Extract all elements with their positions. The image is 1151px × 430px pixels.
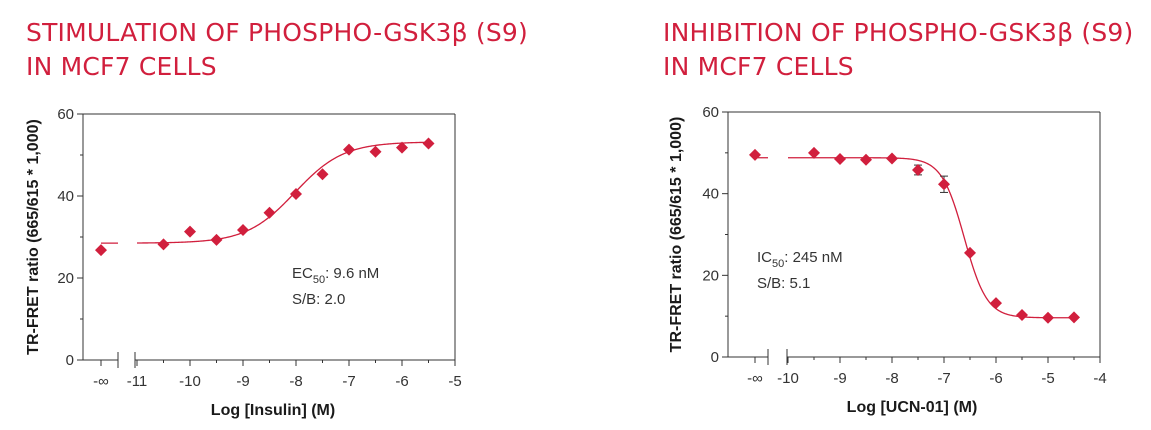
x-tick-label: -10 — [179, 373, 201, 390]
chart-title-left: STIMULATION OF PHOSPHO-GSK3β (S9) IN MCF… — [26, 16, 528, 84]
data-point — [1068, 311, 1080, 324]
y-tick-label: 40 — [702, 186, 719, 203]
data-point — [316, 168, 329, 181]
chart-title-right: INHIBITION OF PHOSPHO-GSK3β (S9) IN MCF7… — [663, 16, 1133, 84]
data-point — [237, 224, 249, 237]
fit-parameter-name: IC — [757, 249, 772, 266]
x-tick-label: -5 — [448, 373, 461, 390]
data-point — [1016, 308, 1028, 321]
x-tick-label: -8 — [885, 370, 898, 387]
fit-parameter-value: : 9.6 nM — [325, 265, 379, 282]
x-tick-label: -9 — [236, 373, 249, 390]
data-point — [210, 233, 223, 246]
y-axis-label: TR-FRET ratio (665/615 * 1,000) — [25, 119, 42, 355]
data-point — [860, 153, 872, 166]
x-tick-label: -8 — [289, 373, 302, 390]
fit-parameter-label: IC50: 245 nM — [757, 249, 843, 270]
y-tick-label: 0 — [711, 349, 719, 366]
data-point — [369, 145, 382, 158]
y-tick-label: 20 — [57, 270, 74, 287]
data-point — [808, 146, 820, 159]
x-tick-label: -6 — [989, 370, 1002, 387]
y-tick-label: 40 — [57, 188, 74, 205]
chart-left: 0 20 40 60 -11 -10 -9 -8 -7 -6 -5 -∞ Log [Insulin] (… — [25, 106, 462, 419]
y-tick-label: 60 — [702, 104, 719, 121]
data-point — [834, 152, 846, 165]
x-tick-label: -4 — [1093, 370, 1106, 387]
data-point — [422, 137, 435, 150]
signal-to-background-label: S/B: 2.0 — [292, 291, 345, 308]
data-point — [990, 297, 1002, 310]
data-point — [1042, 311, 1054, 324]
x-tick-label-zero: -∞ — [93, 373, 109, 390]
fit-parameter-subscript: 50 — [313, 274, 325, 286]
fit-parameter-name: EC — [292, 265, 313, 282]
data-point — [938, 178, 950, 191]
chart-title-right-line2: IN MCF7 CELLS — [663, 52, 854, 81]
data-point — [290, 187, 302, 200]
chart-right: 0 20 40 60 -10 -9 -8 -7 -6 -5 -4 -∞ Log [UCN-01] (M)… — [668, 104, 1107, 416]
x-tick-label: -10 — [777, 370, 799, 387]
data-point — [184, 225, 196, 238]
x-tick-label: -7 — [342, 373, 355, 390]
data-point — [157, 238, 170, 251]
y-axis-label: TR-FRET ratio (665/615 * 1,000) — [668, 117, 685, 353]
x-axis-label: Log [Insulin] (M) — [211, 402, 335, 419]
x-tick-label: -6 — [395, 373, 408, 390]
x-tick-label: -9 — [833, 370, 846, 387]
x-tick-label: -11 — [127, 373, 148, 390]
chart-title-left-line2: IN MCF7 CELLS — [26, 52, 217, 81]
y-tick-label: 60 — [57, 106, 74, 123]
chart-title-right-line1: INHIBITION OF PHOSPHO-GSK3β (S9) — [663, 18, 1134, 47]
x-tick-label-zero: -∞ — [747, 370, 763, 387]
signal-to-background-label: S/B: 5.1 — [757, 275, 810, 292]
fitted-curve — [101, 141, 429, 244]
chart-title-left-line1: STIMULATION OF PHOSPHO-GSK3β (S9) — [26, 18, 528, 47]
fit-parameter-value: : 245 nM — [784, 249, 842, 266]
fit-parameter-label: EC50: 9.6 nM — [292, 265, 379, 286]
x-tick-label: -5 — [1041, 370, 1054, 387]
fit-parameter-subscript: 50 — [772, 258, 784, 270]
fitted-curve — [755, 157, 1074, 319]
x-axis-label: Log [UCN-01] (M) — [847, 399, 978, 416]
data-point — [396, 141, 408, 154]
data-point-zero — [749, 148, 761, 161]
y-tick-label: 0 — [66, 352, 74, 369]
y-tick-label: 20 — [702, 267, 719, 284]
data-point — [886, 152, 898, 165]
data-point-zero — [95, 244, 107, 257]
data-point — [263, 206, 276, 219]
x-tick-label: -7 — [937, 370, 950, 387]
data-point — [964, 246, 976, 259]
data-point — [912, 163, 924, 176]
data-point — [343, 143, 355, 156]
